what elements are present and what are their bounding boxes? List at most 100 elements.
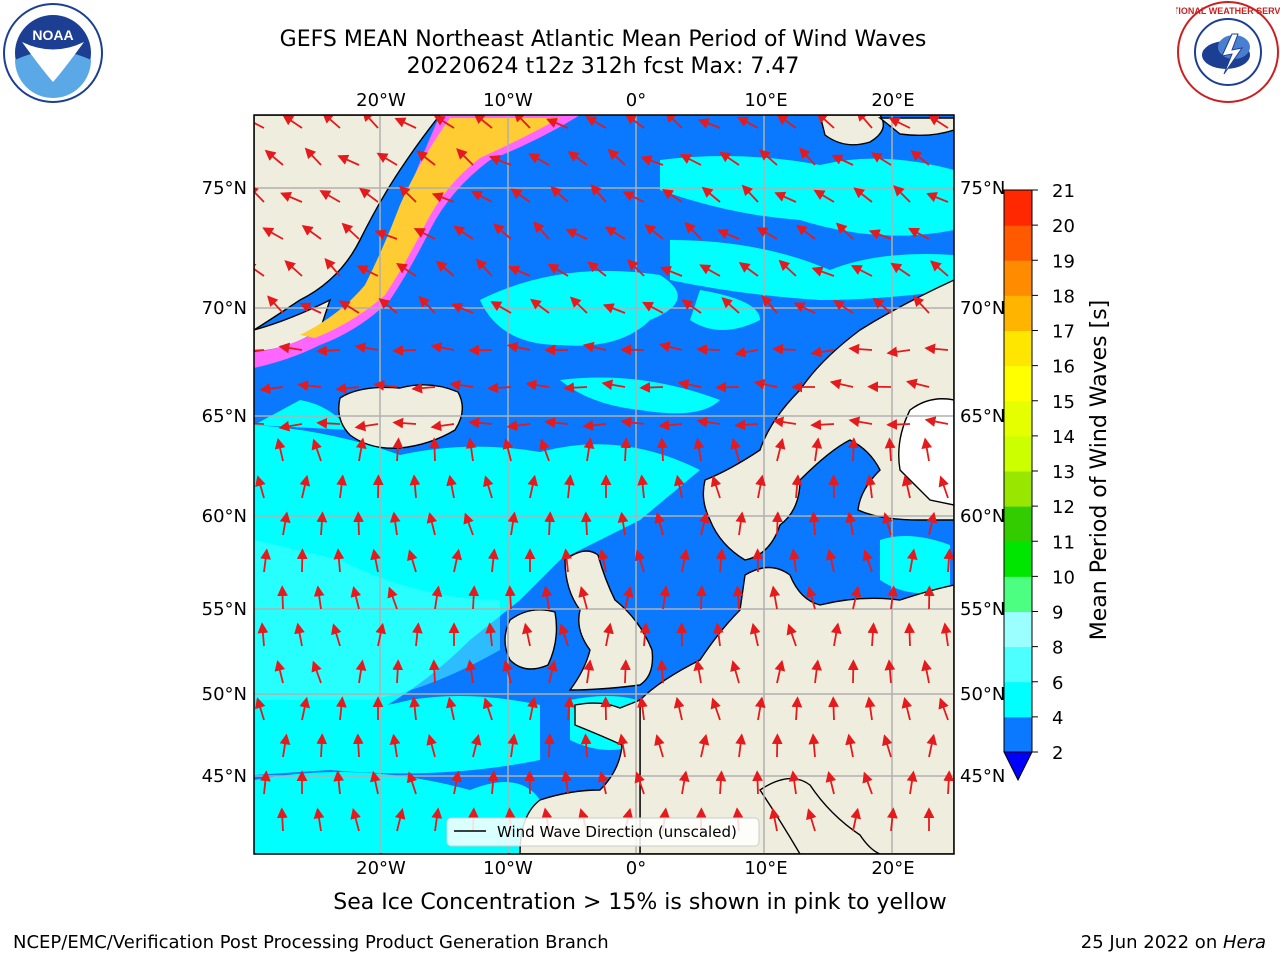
wind-wave-arrow bbox=[884, 437, 896, 462]
colorbar-segment bbox=[1004, 541, 1032, 577]
wind-wave-arrow bbox=[546, 117, 569, 129]
wind-wave-arrow bbox=[617, 511, 629, 536]
wind-wave-arrow bbox=[282, 115, 303, 129]
wind-wave-arrow bbox=[259, 770, 271, 795]
wind-wave-arrow bbox=[774, 659, 786, 684]
wind-wave-arrow bbox=[398, 185, 417, 203]
wind-wave-arrow bbox=[392, 345, 417, 356]
wind-wave-arrow bbox=[710, 697, 721, 721]
wind-wave-arrow bbox=[778, 259, 797, 277]
wind-wave-arrow bbox=[374, 229, 398, 240]
wind-wave-arrow bbox=[735, 733, 746, 758]
colorbar-tick-label: 15 bbox=[1052, 392, 1075, 413]
wind-wave-arrow bbox=[862, 771, 873, 795]
footer-host: Hera bbox=[1222, 932, 1266, 953]
wind-wave-arrow bbox=[539, 438, 550, 462]
wind-wave-arrow bbox=[734, 346, 759, 358]
wind-wave-arrow bbox=[908, 227, 930, 240]
footer-credit: NCEP/EMC/Verification Post Processing Pr… bbox=[13, 932, 609, 953]
wind-wave-arrow bbox=[502, 659, 513, 684]
wind-wave-arrow bbox=[544, 511, 556, 536]
wind-wave-arrow bbox=[808, 733, 820, 758]
wind-wave-arrow bbox=[627, 259, 645, 277]
wind-wave-arrow bbox=[485, 622, 497, 647]
wind-wave-arrow bbox=[316, 345, 341, 357]
wind-wave-arrow bbox=[406, 771, 418, 795]
wind-wave-arrow bbox=[304, 147, 322, 166]
wind-wave-arrow bbox=[693, 659, 705, 684]
lat-label: 45°N bbox=[202, 766, 247, 787]
colorbar-label: Mean Period of Wind Waves [s] bbox=[1087, 300, 1112, 640]
wind-wave-arrow bbox=[930, 260, 949, 277]
wind-wave-arrow bbox=[772, 511, 783, 536]
chart-title-line1: GEFS MEAN Northeast Atlantic Mean Period… bbox=[279, 27, 927, 52]
wind-wave-arrow bbox=[510, 188, 531, 203]
colorbar-segment bbox=[1004, 190, 1032, 226]
wind-wave-arrow bbox=[872, 297, 892, 314]
colorbar-tick-label: 13 bbox=[1052, 462, 1075, 483]
wind-wave-arrow bbox=[583, 659, 595, 684]
wind-wave-arrow bbox=[634, 771, 645, 795]
wind-wave-arrow bbox=[567, 151, 588, 166]
wind-wave-arrow bbox=[558, 623, 570, 647]
wind-wave-arrow bbox=[791, 696, 803, 721]
wind-wave-arrow bbox=[938, 475, 949, 499]
wind-wave-arrow bbox=[622, 585, 634, 610]
wind-wave-arrow bbox=[278, 420, 303, 432]
wind-wave-arrow bbox=[392, 659, 404, 684]
wind-wave-arrow bbox=[580, 511, 592, 536]
wind-wave-arrow bbox=[565, 228, 588, 240]
lat-label: 55°N bbox=[960, 599, 1005, 620]
wind-wave-arrow bbox=[924, 416, 949, 427]
lat-labels-left: 45°N 50°N 55°N 60°N 65°N 70°N 75°N bbox=[202, 178, 247, 787]
wind-wave-arrow bbox=[418, 295, 436, 314]
wind-wave-arrow bbox=[786, 623, 797, 647]
wind-wave-arrows bbox=[254, 115, 954, 832]
wind-wave-arrow bbox=[299, 474, 311, 499]
wind-wave-arrow bbox=[255, 697, 266, 721]
lon-label: 10°W bbox=[483, 858, 533, 879]
wind-wave-arrow bbox=[776, 115, 797, 129]
wind-wave-arrow bbox=[337, 154, 360, 166]
wind-wave-arrow bbox=[430, 342, 455, 353]
wind-wave-arrow bbox=[341, 222, 360, 240]
wind-wave-arrow bbox=[451, 770, 462, 795]
wind-wave-arrow bbox=[679, 154, 702, 166]
wind-wave-arrow bbox=[507, 733, 519, 758]
wind-wave-arrow bbox=[639, 382, 664, 393]
wind-wave-arrow bbox=[925, 192, 949, 203]
wind-wave-arrow bbox=[901, 696, 913, 721]
wind-wave-arrow bbox=[749, 622, 761, 647]
wind-wave-arrow bbox=[788, 770, 800, 795]
wind-wave-arrow bbox=[582, 419, 607, 431]
wind-wave-arrow bbox=[927, 115, 949, 129]
wind-wave-arrow bbox=[311, 438, 322, 462]
wind-wave-arrow bbox=[355, 659, 367, 684]
wind-wave-arrow bbox=[453, 225, 474, 240]
colorbar-segment bbox=[1004, 716, 1032, 753]
wind-wave-arrow bbox=[416, 150, 436, 166]
wind-wave-arrow bbox=[811, 659, 822, 684]
wind-wave-arrow bbox=[759, 149, 778, 166]
wind-wave-arrow bbox=[829, 378, 854, 390]
wind-wave-arrow bbox=[886, 807, 898, 832]
lat-label: 55°N bbox=[202, 599, 247, 620]
wind-wave-arrow bbox=[426, 511, 438, 536]
wind-wave-arrow bbox=[301, 225, 322, 240]
wind-wave-arrow bbox=[411, 622, 423, 647]
lon-label: 20°W bbox=[356, 858, 406, 879]
colorbar-tick-label: 20 bbox=[1052, 216, 1075, 237]
wind-wave-arrow bbox=[338, 300, 360, 314]
wind-wave-arrow bbox=[311, 660, 322, 684]
wind-wave-arrow bbox=[358, 187, 379, 203]
wind-wave-arrow bbox=[563, 474, 575, 499]
wind-wave-arrow bbox=[699, 264, 721, 277]
wind-wave-arrow bbox=[350, 807, 361, 832]
colorbar-segment bbox=[1004, 225, 1032, 261]
wind-wave-arrow bbox=[578, 585, 589, 610]
wind-wave-arrow bbox=[658, 341, 683, 353]
wind-wave-arrow bbox=[333, 770, 345, 795]
wind-wave-arrow bbox=[507, 511, 519, 536]
wind-wave-arrow bbox=[926, 511, 938, 536]
wind-wave-arrow bbox=[825, 548, 837, 573]
